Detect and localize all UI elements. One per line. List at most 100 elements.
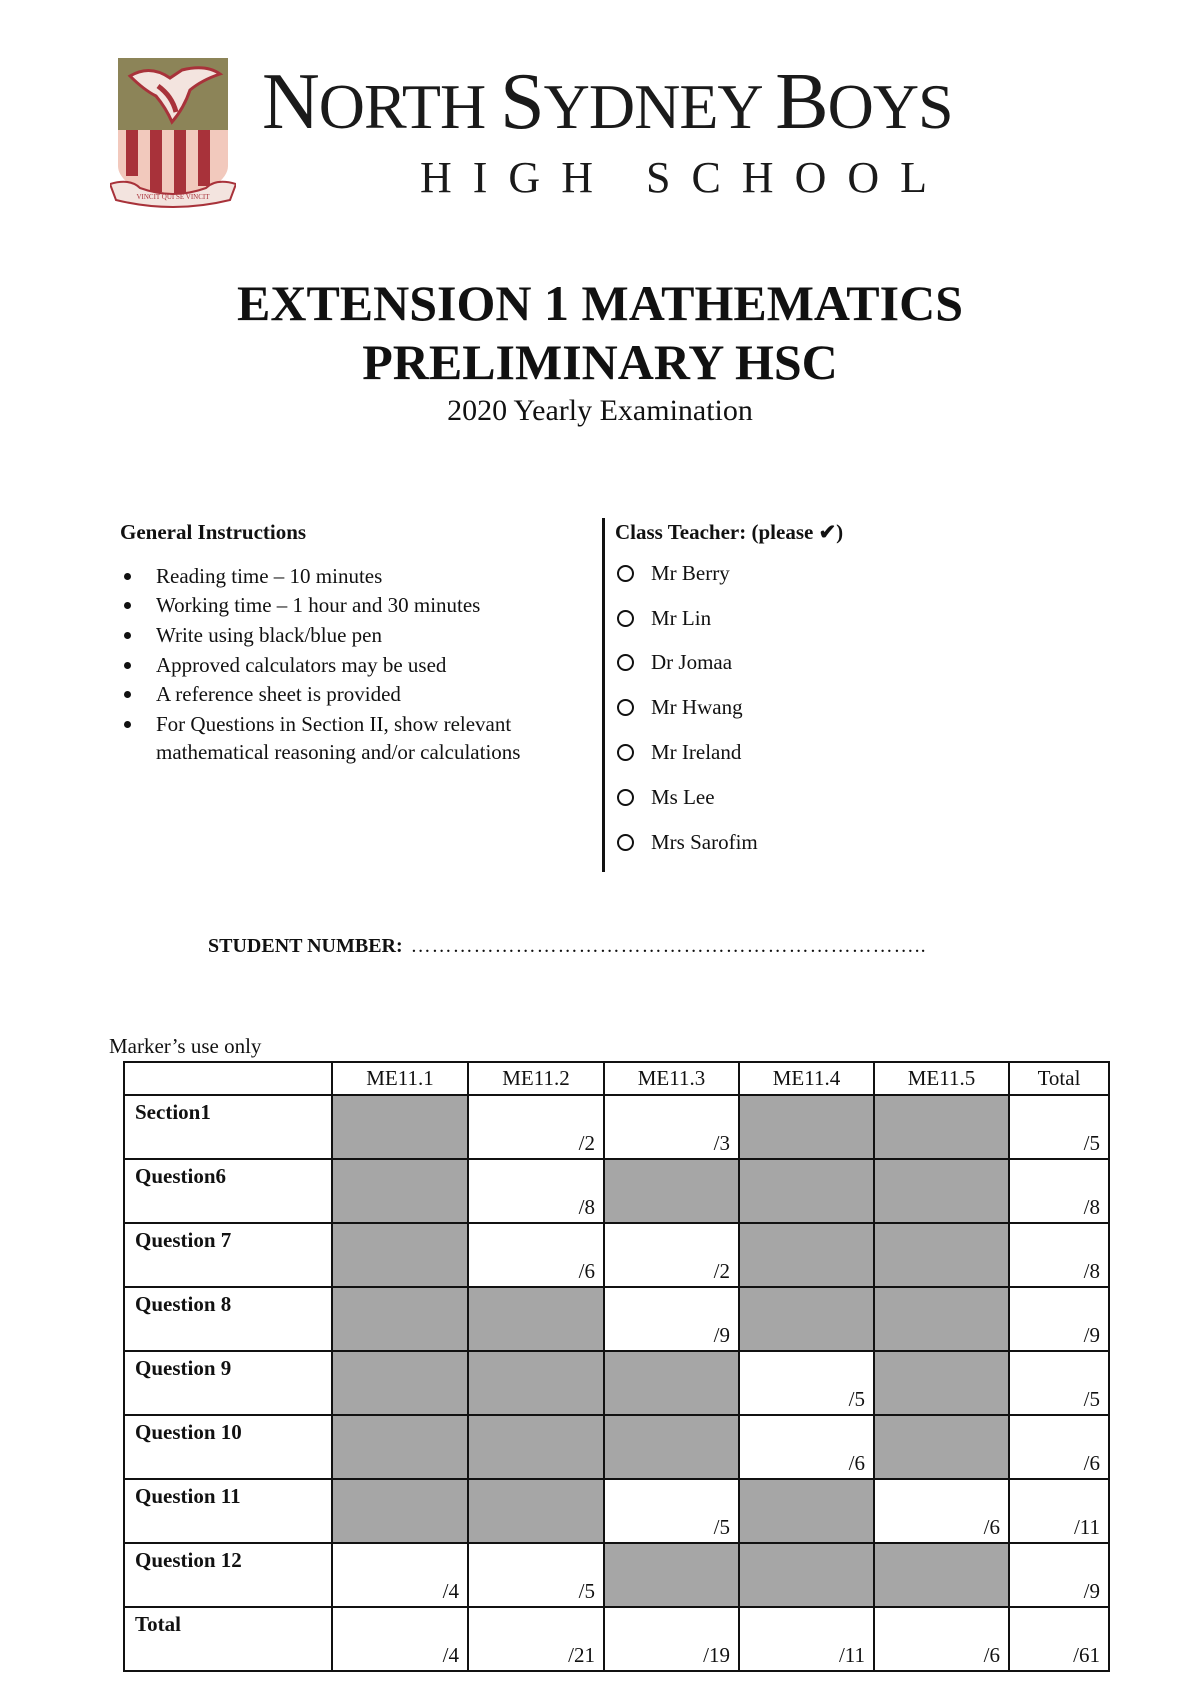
mark-cell[interactable]: /8: [467, 1158, 605, 1224]
table-row: Total/4/21/19/11/6/61: [123, 1606, 1110, 1672]
shaded-cell: [331, 1478, 469, 1544]
bullet-icon: [124, 691, 131, 698]
shaded-cell: [873, 1542, 1010, 1608]
shaded-cell: [331, 1350, 469, 1416]
exam-subtitle: 2020 Yearly Examination: [447, 394, 753, 427]
shaded-cell: [467, 1350, 605, 1416]
mark-cell[interactable]: /5: [738, 1350, 875, 1416]
column-divider: [602, 518, 605, 872]
school-name: NORTH SYDNEY BOYS: [262, 62, 954, 142]
mark-cell[interactable]: /5: [1008, 1094, 1110, 1160]
mark-cell[interactable]: /6: [467, 1222, 605, 1288]
radio-circle-icon[interactable]: [617, 744, 634, 761]
table-row: Question 10/6/6: [123, 1414, 1110, 1480]
shaded-cell: [467, 1414, 605, 1480]
mark-cell[interactable]: /8: [1008, 1222, 1110, 1288]
row-label: Question 7: [123, 1222, 333, 1288]
mark-cell[interactable]: /6: [873, 1478, 1010, 1544]
table-row: Question 8/9/9: [123, 1286, 1110, 1352]
shaded-cell: [331, 1414, 469, 1480]
mark-cell[interactable]: /11: [738, 1606, 875, 1672]
bullet-icon: [124, 602, 131, 609]
shaded-cell: [873, 1350, 1010, 1416]
mark-cell[interactable]: /9: [1008, 1286, 1110, 1352]
row-label: Question 12: [123, 1542, 333, 1608]
shaded-cell: [331, 1094, 469, 1160]
column-header: ME11.1: [331, 1061, 469, 1096]
radio-circle-icon[interactable]: [617, 834, 634, 851]
student-number-field[interactable]: STUDENT NUMBER: ……………………………………………………………….…: [208, 935, 927, 958]
shaded-cell: [738, 1158, 875, 1224]
marker-caption: Marker’s use only: [109, 1034, 262, 1058]
shaded-cell: [738, 1222, 875, 1288]
mark-cell[interactable]: /61: [1008, 1606, 1110, 1672]
shaded-cell: [467, 1478, 605, 1544]
mark-cell[interactable]: /5: [1008, 1350, 1110, 1416]
header-blank: [123, 1061, 333, 1096]
shaded-cell: [467, 1286, 605, 1352]
radio-circle-icon[interactable]: [617, 654, 634, 671]
table-row: Question 9/5/5: [123, 1350, 1110, 1416]
shaded-cell: [873, 1222, 1010, 1288]
shaded-cell: [873, 1286, 1010, 1352]
exam-title-line2: PRELIMINARY HSC: [362, 334, 838, 390]
mark-cell[interactable]: /4: [331, 1542, 469, 1608]
svg-text:VINCIT QUI SE VINCIT: VINCIT QUI SE VINCIT: [136, 193, 210, 201]
row-label: Total: [123, 1606, 333, 1672]
column-header: ME11.5: [873, 1061, 1010, 1096]
shaded-cell: [331, 1222, 469, 1288]
mark-cell[interactable]: /8: [1008, 1158, 1110, 1224]
table-row: Question6/8/8: [123, 1158, 1110, 1224]
shaded-cell: [738, 1286, 875, 1352]
exam-title-line1: EXTENSION 1 MATHEMATICS: [236, 275, 964, 331]
table-row: Question 7/6/2/8: [123, 1222, 1110, 1288]
mark-cell[interactable]: /6: [738, 1414, 875, 1480]
marking-table: ME11.1 ME11.2 ME11.3 ME11.4 ME11.5 Total Sect…: [123, 1061, 1110, 1672]
shaded-cell: [603, 1158, 740, 1224]
radio-circle-icon[interactable]: [617, 789, 634, 806]
mark-cell[interactable]: /3: [603, 1094, 740, 1160]
shaded-cell: [603, 1350, 740, 1416]
student-number-label: STUDENT NUMBER:: [208, 935, 403, 957]
column-header: ME11.3: [603, 1061, 740, 1096]
shaded-cell: [738, 1542, 875, 1608]
shaded-cell: [331, 1286, 469, 1352]
mark-cell[interactable]: /5: [467, 1542, 605, 1608]
shaded-cell: [331, 1158, 469, 1224]
student-number-blank[interactable]: ………………………………………………………………..: [410, 935, 927, 957]
bullet-icon: [124, 662, 131, 669]
radio-circle-icon[interactable]: [617, 699, 634, 716]
mark-cell[interactable]: /21: [467, 1606, 605, 1672]
column-header: Total: [1008, 1061, 1110, 1096]
mark-cell[interactable]: /9: [603, 1286, 740, 1352]
mark-cell[interactable]: /2: [467, 1094, 605, 1160]
mark-cell[interactable]: /11: [1008, 1478, 1110, 1544]
mark-cell[interactable]: /6: [873, 1606, 1010, 1672]
shaded-cell: [738, 1094, 875, 1160]
school-subtitle: HIGH SCHOOL: [420, 153, 948, 202]
mark-cell[interactable]: /2: [603, 1222, 740, 1288]
row-label: Question 8: [123, 1286, 333, 1352]
school-crest-logo: VINCIT QUI SE VINCIT: [110, 58, 236, 208]
shaded-cell: [603, 1414, 740, 1480]
mark-cell[interactable]: /4: [331, 1606, 469, 1672]
radio-circle-icon[interactable]: [617, 565, 634, 582]
school-name-word: SYDNEY: [500, 58, 776, 146]
mark-cell[interactable]: /6: [1008, 1414, 1110, 1480]
row-label: Section1: [123, 1094, 333, 1160]
bullet-icon: [124, 632, 131, 639]
mark-cell[interactable]: /9: [1008, 1542, 1110, 1608]
instructions-heading: General Instructions: [120, 520, 307, 544]
mark-cell[interactable]: /19: [603, 1606, 740, 1672]
radio-circle-icon[interactable]: [617, 610, 634, 627]
mark-cell[interactable]: /5: [603, 1478, 740, 1544]
row-label: Question 10: [123, 1414, 333, 1480]
class-teacher-heading: Class Teacher: (please ✔): [615, 520, 844, 544]
school-name-word: NORTH: [262, 58, 501, 146]
table-row: Section1/2/3/5: [123, 1094, 1110, 1160]
shaded-cell: [873, 1414, 1010, 1480]
row-label: Question6: [123, 1158, 333, 1224]
shaded-cell: [873, 1094, 1010, 1160]
column-header: ME11.2: [467, 1061, 605, 1096]
shaded-cell: [873, 1158, 1010, 1224]
